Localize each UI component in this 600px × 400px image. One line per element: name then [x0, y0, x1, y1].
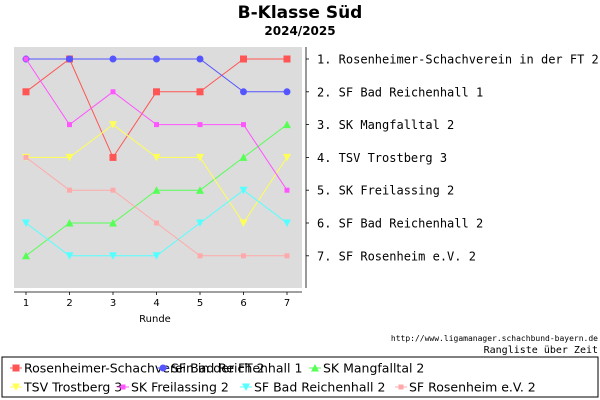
- legend-marker: [398, 384, 404, 390]
- legend-item: TSV Trostberg 3: [10, 380, 122, 395]
- series-point: [67, 187, 72, 193]
- series-point: [22, 88, 30, 96]
- series-point: [65, 252, 74, 260]
- legend-marker: [120, 384, 126, 390]
- series-point: [109, 55, 117, 63]
- legend-label: SK Mangfalltal 2: [323, 361, 424, 376]
- series-point: [109, 121, 117, 129]
- source-note: Rangliste über Zeit: [484, 345, 598, 356]
- series-point: [283, 219, 291, 227]
- series-point: [196, 186, 204, 194]
- series-point: [66, 55, 73, 63]
- y-ticks: [306, 58, 309, 257]
- series-point: [154, 220, 159, 226]
- series-group: [22, 120, 291, 260]
- series-point: [154, 122, 159, 128]
- series-point: [196, 55, 204, 63]
- legend-item: SF Bad Reichenhall 2: [240, 380, 385, 395]
- legend-label: TSV Trostberg 3: [23, 380, 122, 395]
- chart-title: B-Klasse Süd: [238, 3, 363, 23]
- legend-item: SK Mangfalltal 2: [309, 361, 424, 376]
- series-point: [23, 154, 29, 160]
- rank-label: 3. SK Mangfalltal 2: [317, 118, 454, 132]
- series-point: [239, 186, 248, 195]
- series-point: [239, 153, 248, 161]
- legend-item: SF Bad Reichenhall 1: [157, 361, 302, 376]
- x-axis-label: Runde: [139, 314, 171, 325]
- rank-label: 6. SF Bad Reichenhall 2: [317, 217, 483, 231]
- series-point: [65, 219, 74, 227]
- series-point: [109, 153, 117, 161]
- series-point: [197, 253, 203, 259]
- series-point: [109, 252, 117, 260]
- series-point: [65, 153, 74, 162]
- series-point: [22, 251, 30, 260]
- series-point: [23, 56, 29, 62]
- legend: Rosenheimer-Schachverein in der FT 2SF B…: [10, 361, 536, 395]
- series-point: [109, 219, 117, 227]
- legend-marker: [159, 364, 167, 372]
- series-point: [22, 219, 30, 227]
- series-point: [196, 153, 204, 162]
- series-point: [196, 219, 204, 227]
- source-url: http://www.ligamanager.schachbund-bayern…: [391, 334, 598, 343]
- legend-label: SF Bad Reichenhall 1: [171, 361, 302, 376]
- x-tick-label: 2: [66, 298, 72, 309]
- rank-label: 7. SF Rosenheim e.V. 2: [317, 249, 476, 263]
- x-tick-label: 1: [23, 298, 29, 309]
- series-point: [197, 122, 203, 128]
- series-point: [284, 187, 290, 193]
- legend-item: Rosenheimer-Schachverein in der FT 2: [10, 361, 265, 376]
- series-group: [23, 154, 290, 259]
- series-group: [22, 186, 291, 260]
- series-point: [239, 219, 248, 227]
- chart-subtitle: 2024/2025: [264, 24, 335, 38]
- legend-label: SK Freilassing 2: [131, 380, 229, 395]
- series-group: [23, 56, 290, 193]
- series-point: [196, 88, 204, 96]
- series-point: [283, 88, 291, 96]
- legend-marker: [12, 364, 20, 372]
- legend-item: SK Freilassing 2: [117, 380, 229, 395]
- series-point: [283, 55, 291, 63]
- x-tick-label: 6: [240, 298, 246, 309]
- rank-labels: 1. Rosenheimer-Schachverein in der FT 2 2…: [317, 53, 599, 264]
- series-point: [284, 253, 290, 259]
- series-point: [283, 153, 291, 162]
- legend-label: SF Rosenheim e.V. 2: [409, 380, 536, 395]
- series-point: [240, 88, 247, 96]
- legend-marker: [242, 383, 250, 391]
- series-point: [241, 253, 246, 259]
- series-point: [283, 120, 291, 129]
- legend-label: SF Bad Reichenhall 2: [254, 380, 385, 395]
- series-point: [153, 55, 160, 63]
- series-point: [67, 122, 72, 128]
- series-layer: [22, 55, 291, 260]
- legend-box: [1, 356, 599, 398]
- series-point: [110, 187, 116, 193]
- x-tick-label: 4: [153, 298, 159, 309]
- series-point: [152, 252, 161, 260]
- x-tick-label: 7: [284, 298, 290, 309]
- rank-label: 1. Rosenheimer-Schachverein in der FT 2: [317, 53, 599, 67]
- series-point: [152, 186, 161, 194]
- series-point: [110, 89, 116, 95]
- legend-marker: [12, 383, 20, 391]
- series-point: [152, 153, 161, 162]
- series-point: [241, 122, 246, 128]
- series-point: [153, 88, 160, 96]
- rank-label: 4. TSV Trostberg 3: [317, 151, 447, 165]
- legend-marker: [311, 364, 319, 372]
- x-ticks: 1 2 3 4 5 6 7: [23, 292, 290, 309]
- series-point: [240, 55, 247, 63]
- x-tick-label: 5: [197, 298, 203, 309]
- rank-label: 5. SK Freilassing 2: [317, 184, 454, 198]
- legend-item: SF Rosenheim e.V. 2: [395, 380, 536, 395]
- plot-area: [14, 47, 302, 288]
- legend-label: Rosenheimer-Schachverein in der FT 2: [24, 361, 265, 376]
- x-tick-label: 3: [110, 298, 116, 309]
- rank-label: 2. SF Bad Reichenhall 1: [317, 85, 483, 99]
